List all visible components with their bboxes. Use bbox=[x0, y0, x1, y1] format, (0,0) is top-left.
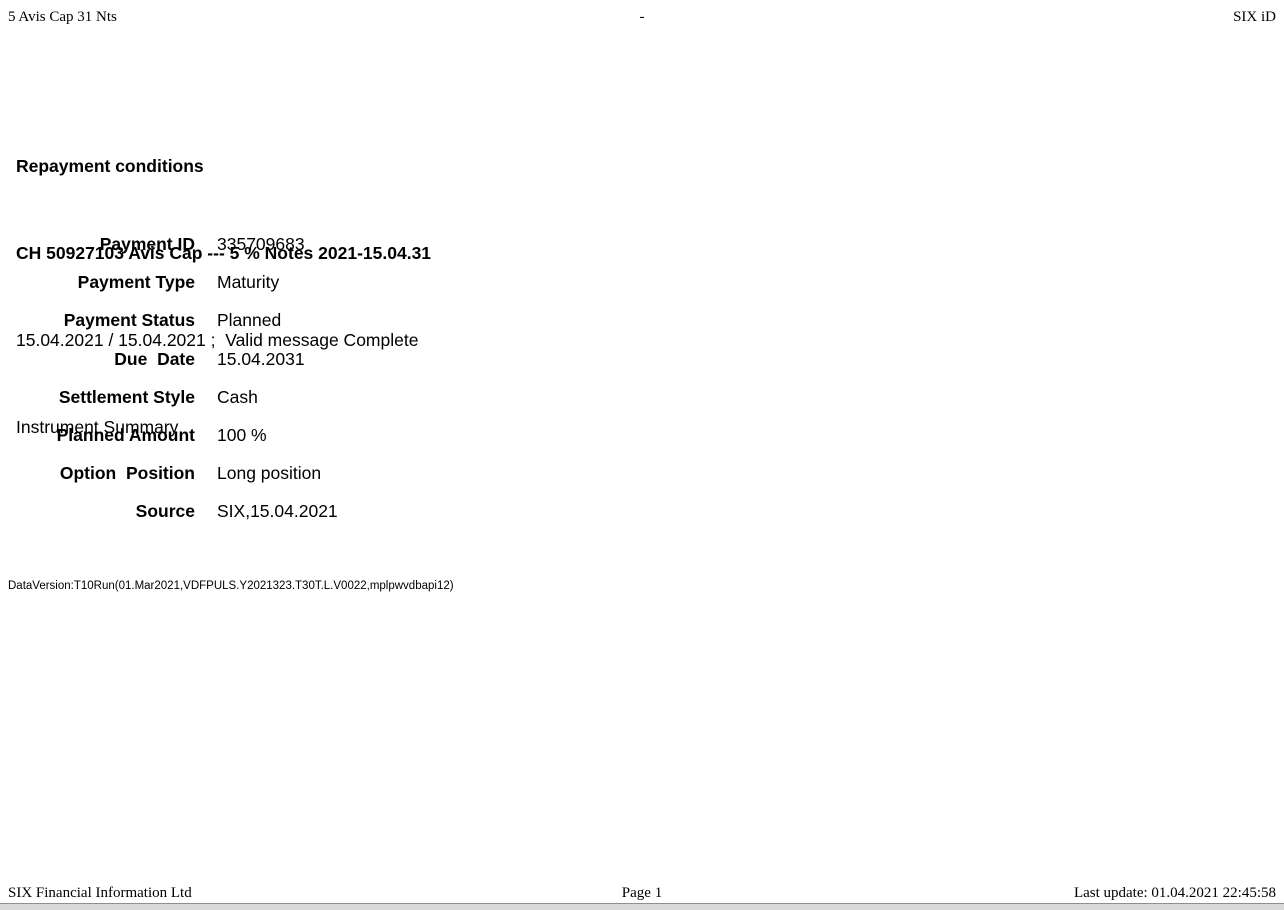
summary-row-due-date: Due Date 15.04.2031 bbox=[0, 349, 338, 387]
page-header: 5 Avis Cap 31 Nts - SIX iD bbox=[8, 8, 1276, 26]
summary-row-planned-amount: Planned Amount 100 % bbox=[0, 425, 338, 463]
header-brand: SIX iD bbox=[1233, 9, 1276, 25]
field-value: Cash bbox=[217, 386, 258, 407]
dates-and-status: 15.04.2021 / 15.04.2021 ; Valid message … bbox=[16, 330, 419, 350]
field-value: Long position bbox=[217, 463, 322, 484]
field-label: Settlement Style bbox=[58, 386, 195, 407]
report-title: Repayment conditions bbox=[16, 156, 204, 176]
title-block: Repayment conditions CH 50927103 Avis Ca… bbox=[16, 94, 431, 500]
footer-company: SIX Financial Information Ltd bbox=[8, 885, 192, 901]
section-title: Instrument Summary bbox=[16, 417, 179, 437]
field-label: Payment Status bbox=[63, 310, 195, 331]
page-footer: SIX Financial Information Ltd Page 1 Las… bbox=[8, 884, 1276, 902]
footer-last-update: Last update: 01.04.2021 22:45:58 bbox=[1073, 885, 1276, 901]
field-value: 335709683 bbox=[217, 234, 305, 254]
field-label: Option Position bbox=[59, 463, 195, 484]
field-value: Maturity bbox=[217, 272, 280, 293]
summary-row-source: Source SIX,15.04.2021 bbox=[0, 501, 338, 539]
header-document-short-name: 5 Avis Cap 31 Nts bbox=[8, 9, 117, 25]
summary-row-payment-status: Payment Status Planned bbox=[0, 310, 338, 348]
summary-row-payment-type: Payment Type Maturity bbox=[0, 272, 338, 310]
footer-page-number: Page 1 bbox=[621, 885, 663, 901]
summary-row-settlement-style: Settlement Style Cash bbox=[0, 387, 338, 425]
window-bottom-bar bbox=[0, 903, 1284, 910]
field-value: 15.04.2031 bbox=[217, 348, 305, 369]
header-center-dash: - bbox=[639, 9, 645, 25]
summary-row-option-position: Option Position Long position bbox=[0, 463, 338, 501]
field-label: Source bbox=[135, 501, 195, 522]
summary-row-payment-id: Payment ID 335709683 bbox=[0, 234, 338, 272]
instrument-title: CH 50927103 Avis Cap --- 5 % Notes 2021-… bbox=[16, 243, 432, 263]
data-version-line: DataVersion:T10Run(01.Mar2021,VDFPULS.Y2… bbox=[8, 580, 454, 592]
field-label: Payment ID bbox=[99, 234, 195, 254]
field-label: Due Date bbox=[114, 348, 195, 369]
field-label: Payment Type bbox=[77, 272, 195, 293]
instrument-summary: Payment ID 335709683 Payment Type Maturi… bbox=[0, 234, 338, 540]
field-value: SIX,15.04.2021 bbox=[217, 501, 338, 522]
field-value: 100 % bbox=[217, 424, 267, 445]
field-value: Planned bbox=[217, 310, 282, 331]
field-label: Planned Amount bbox=[56, 424, 195, 445]
